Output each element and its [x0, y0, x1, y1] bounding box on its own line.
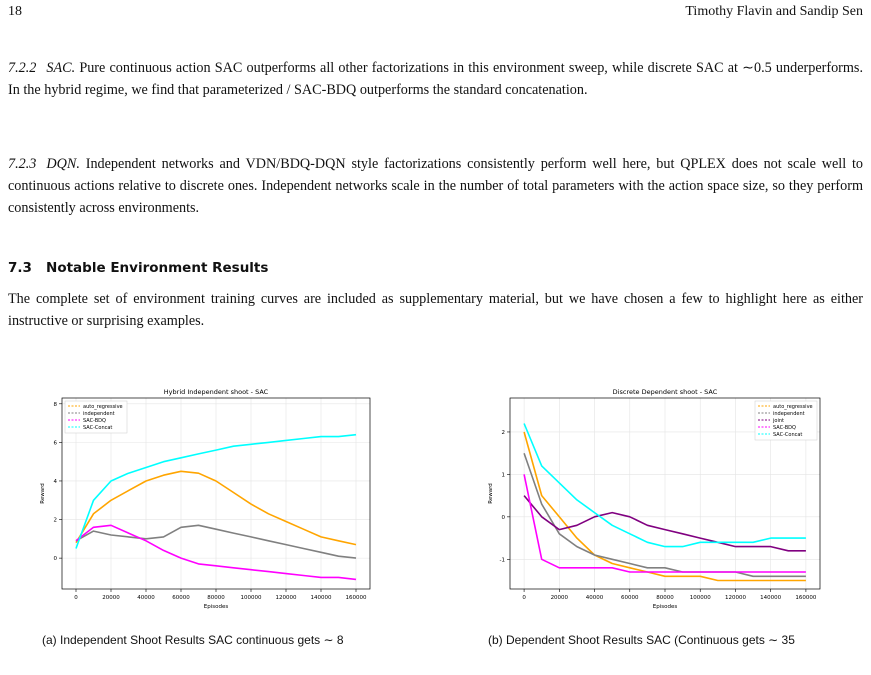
section-number: 7.3 — [8, 260, 32, 276]
plot-frame — [509, 397, 821, 590]
legend-label: independent — [83, 411, 115, 417]
x-tick-label: 40000 — [586, 595, 604, 601]
page-number: 18 — [8, 4, 22, 19]
x-tick-label: 80000 — [656, 595, 674, 601]
x-tick-label: 80000 — [207, 595, 225, 601]
y-tick-label: 0 — [502, 515, 506, 521]
x-tick-label: 60000 — [621, 595, 639, 601]
x-tick-label: 0 — [74, 595, 78, 601]
chart: Hybrid Independent shoot - SAC 0 20000 4000… — [40, 388, 371, 610]
legend-label: SAC-Concat — [83, 425, 112, 431]
authors: Timothy Flavin and Sandip Sen — [685, 4, 863, 19]
x-tick-label: 60000 — [172, 595, 190, 601]
x-axis-label: Episodes — [204, 604, 229, 610]
x-tick-label: 40000 — [137, 595, 155, 601]
x-tick-label: 140000 — [311, 595, 332, 601]
x-tick-label: 100000 — [241, 595, 262, 601]
legend-label: SAC-Concat — [773, 432, 802, 438]
x-axis-label: Episodes — [653, 604, 678, 610]
para-title: DQN. — [46, 156, 80, 172]
legend-label: independent — [773, 411, 805, 417]
para-text: Pure continuous action SAC outperforms a… — [8, 60, 863, 98]
section-text: The complete set of environment training… — [8, 291, 863, 329]
y-tick-label: 4 — [54, 479, 58, 485]
x-tick-label: 120000 — [276, 595, 297, 601]
series-line — [75, 433, 357, 549]
y-axis-label: Reward — [40, 483, 46, 503]
para-title: SAC. — [46, 60, 76, 76]
series-line — [75, 524, 357, 581]
series-line — [523, 495, 806, 552]
section-heading: 7.3 Notable Environment Results — [8, 260, 268, 276]
legend-box — [754, 400, 818, 441]
series-line — [523, 452, 806, 578]
x-tick-label: 0 — [522, 595, 526, 601]
caption: (a) Independent Shoot Results SAC contin… — [42, 633, 344, 647]
x-tick-label: 140000 — [760, 595, 781, 601]
para-text: Independent networks and VDN/BDQ-DQN sty… — [8, 156, 863, 216]
caption: (b) Dependent Shoot Results SAC (Continu… — [488, 633, 795, 647]
y-tick-label: 8 — [54, 402, 58, 408]
x-tick-label: 20000 — [551, 595, 569, 601]
y-tick-label: 2 — [502, 430, 506, 436]
series-line — [523, 423, 806, 548]
series-line — [75, 470, 357, 546]
series-line — [523, 474, 806, 573]
para-number: 7.2.2 — [8, 60, 37, 76]
para-number: 7.2.3 — [8, 156, 37, 172]
legend-label: auto_regressive — [773, 404, 813, 410]
y-axis-label: Reward — [488, 483, 494, 503]
chart-title: Hybrid Independent shoot - SAC — [164, 388, 269, 396]
x-tick-label: 160000 — [346, 595, 367, 601]
paragraph: 7.2.3 DQN. Independent networks and VDN/B… — [8, 153, 863, 219]
y-tick-label: 2 — [54, 518, 58, 524]
plot-frame — [61, 397, 371, 590]
y-tick-label: 0 — [54, 556, 58, 562]
legend-label: auto_regressive — [83, 404, 123, 410]
legend-label: SAC-BDQ — [773, 425, 796, 431]
y-tick-label: 6 — [54, 440, 58, 446]
y-tick-label: -1 — [500, 557, 505, 563]
x-tick-label: 20000 — [102, 595, 120, 601]
series-line — [523, 431, 806, 582]
chart: Discrete Dependent shoot - SAC 0 20000 4000… — [488, 388, 821, 610]
legend-label: joint — [772, 418, 784, 424]
section-title: Notable Environment Results — [46, 260, 269, 276]
x-tick-label: 120000 — [725, 595, 746, 601]
chart-title: Discrete Dependent shoot - SAC — [613, 388, 718, 396]
y-tick-label: 1 — [502, 472, 506, 478]
x-tick-label: 160000 — [795, 595, 816, 601]
legend-label: SAC-BDQ — [83, 418, 106, 424]
x-tick-label: 100000 — [690, 595, 711, 601]
series-line — [75, 524, 357, 559]
paragraph: 7.2.2 SAC. Pure continuous action SAC out… — [8, 57, 863, 101]
